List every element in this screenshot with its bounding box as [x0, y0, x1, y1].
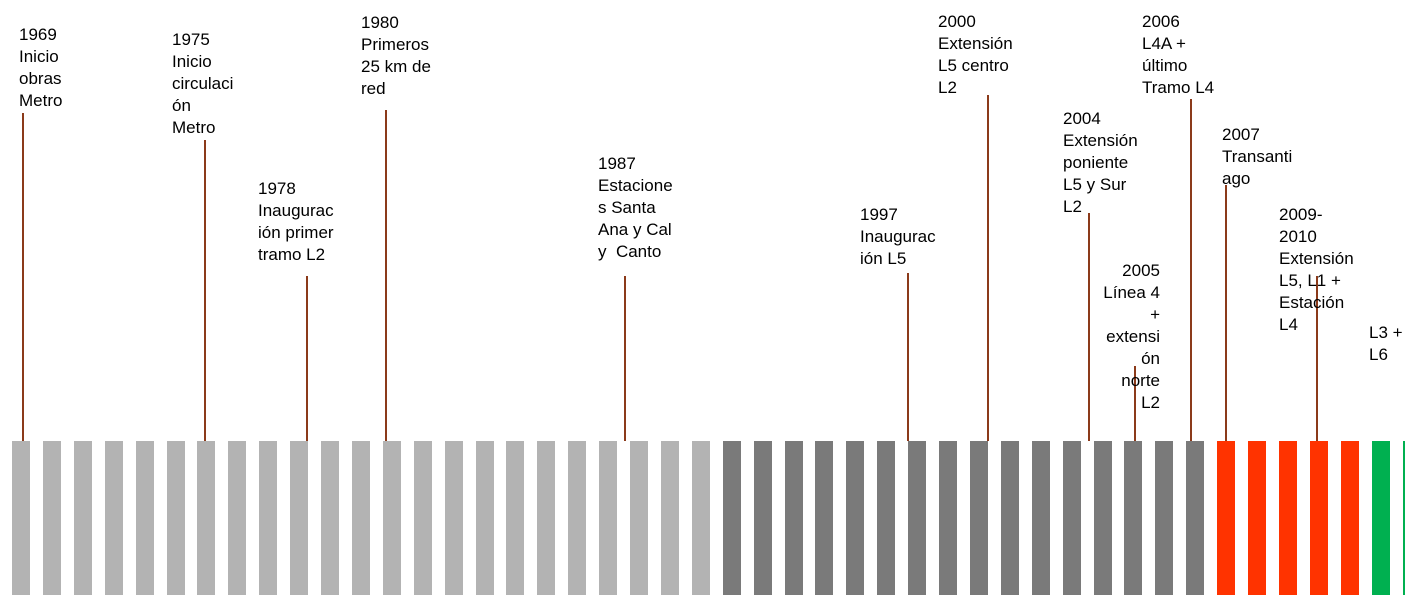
- timeline-bar-early: [476, 441, 494, 595]
- timeline-bar-early: [383, 441, 401, 595]
- timeline-bar-early: [537, 441, 555, 595]
- timeline-bar-early: [506, 441, 524, 595]
- timeline-bar-early: [445, 441, 463, 595]
- timeline-bar-middle: [1001, 441, 1019, 595]
- timeline-bar-recent: [1403, 441, 1405, 595]
- timeline-bar-early: [136, 441, 154, 595]
- milestone-label: 1997 Inaugurac ión L5: [860, 205, 936, 268]
- timeline-bar-middle: [877, 441, 895, 595]
- timeline-bar-early: [167, 441, 185, 595]
- timeline-bar-middle: [723, 441, 741, 595]
- milestone-label: 2004 Extensión poniente L5 y Sur L2: [1063, 109, 1138, 216]
- milestone-label: 1980 Primeros 25 km de red: [361, 13, 431, 98]
- milestone-stem: [1316, 276, 1318, 441]
- timeline-bar-middle: [1032, 441, 1050, 595]
- timeline-bar-early: [352, 441, 370, 595]
- timeline-bar-early: [692, 441, 710, 595]
- timeline-bar-middle: [846, 441, 864, 595]
- timeline-bar-transantiago: [1248, 441, 1266, 595]
- milestone-label: 2005 Línea 4 + extensi ón norte L2: [1103, 261, 1160, 412]
- milestone-label: 2006 L4A + último Tramo L4: [1142, 12, 1215, 97]
- milestone-stem: [987, 95, 989, 441]
- timeline-bar-early: [599, 441, 617, 595]
- timeline-bar-recent: [1372, 441, 1390, 595]
- timeline-bar-early: [197, 441, 215, 595]
- timeline-bar-transantiago: [1341, 441, 1359, 595]
- timeline-bar-middle: [1155, 441, 1173, 595]
- timeline-bar-early: [630, 441, 648, 595]
- timeline-bar-transantiago: [1217, 441, 1235, 595]
- timeline-bar-middle: [1063, 441, 1081, 595]
- timeline-bar-early: [74, 441, 92, 595]
- timeline-bar-middle: [939, 441, 957, 595]
- milestone-stem: [1190, 99, 1192, 441]
- milestone-label: 1987 Estacione s Santa Ana y Cal y Canto: [598, 154, 673, 261]
- milestone-stem: [306, 276, 308, 441]
- milestone-label: 1975 Inicio circulaci ón Metro: [172, 30, 234, 137]
- timeline-bar-early: [43, 441, 61, 595]
- timeline-bar-early: [228, 441, 246, 595]
- timeline-bar-middle: [1186, 441, 1204, 595]
- timeline-bar-middle: [754, 441, 772, 595]
- timeline-bar-middle: [1094, 441, 1112, 595]
- milestone-stem: [22, 113, 24, 441]
- timeline-bar-early: [414, 441, 432, 595]
- milestone-stem: [1225, 185, 1227, 441]
- timeline-bar-middle: [785, 441, 803, 595]
- timeline-bar-early: [321, 441, 339, 595]
- timeline-bar-early: [661, 441, 679, 595]
- milestone-stem: [204, 140, 206, 441]
- timeline-bar-early: [105, 441, 123, 595]
- timeline-bar-middle: [908, 441, 926, 595]
- timeline-bar-middle: [815, 441, 833, 595]
- timeline-bar-early: [290, 441, 308, 595]
- timeline-bar-early: [12, 441, 30, 595]
- timeline-bar-middle: [970, 441, 988, 595]
- milestone-label: 2009- 2010 Extensión L5, L1 + Estación L…: [1279, 205, 1354, 334]
- milestone-stem: [1134, 366, 1136, 441]
- timeline-bar-middle: [1124, 441, 1142, 595]
- timeline-bar-early: [259, 441, 277, 595]
- milestone-label: L3 + L6: [1369, 323, 1403, 364]
- milestone-label: 1969 Inicio obras Metro: [19, 25, 63, 110]
- milestone-label: 1978 Inaugurac ión primer tramo L2: [258, 179, 334, 264]
- timeline-bar-transantiago: [1279, 441, 1297, 595]
- milestone-stem: [624, 276, 626, 441]
- milestone-label: 2007 Transanti ago: [1222, 125, 1293, 188]
- milestone-stem: [385, 110, 387, 441]
- milestone-stem: [907, 273, 909, 441]
- timeline-bar-early: [568, 441, 586, 595]
- timeline-bar-transantiago: [1310, 441, 1328, 595]
- milestone-stem: [1088, 213, 1090, 441]
- milestone-label: 2000 Extensión L5 centro L2: [938, 12, 1013, 97]
